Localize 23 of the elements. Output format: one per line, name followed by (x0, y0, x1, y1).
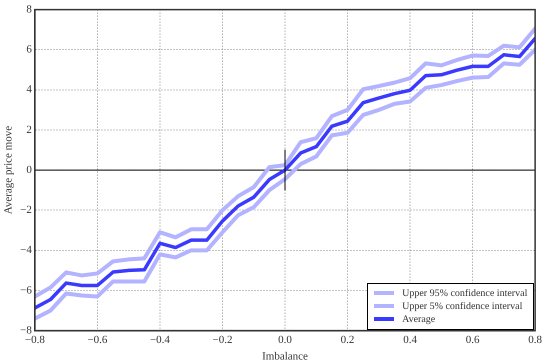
y-tick-label: 4 (26, 84, 32, 96)
x-tick-label: −0.2 (212, 334, 232, 346)
y-tick-label: 8 (26, 3, 32, 16)
x-tick-label: −0.6 (87, 334, 108, 346)
legend-label: Upper 5% confidence interval (402, 300, 522, 312)
x-tick-label: 0.0 (278, 334, 292, 346)
x-axis-title: Imbalance (262, 350, 308, 362)
legend-label: Upper 95% confidence interval (402, 288, 528, 299)
y-tick-label: 0 (26, 164, 32, 176)
x-tick-label: 0.6 (466, 334, 480, 346)
y-tick-label: −6 (20, 284, 32, 296)
y-tick-label: −4 (20, 244, 32, 256)
legend-label: Average (402, 314, 436, 325)
y-tick-label: −2 (20, 204, 32, 216)
y-tick-label: 6 (26, 44, 32, 56)
y-axis-title: Average price move (2, 126, 14, 214)
x-tick-label: 0.8 (528, 334, 542, 346)
x-tick-label: −0.4 (150, 334, 170, 346)
x-tick-label: 0.4 (403, 334, 418, 346)
x-tick-label: 0.2 (340, 334, 354, 346)
x-tick-label: −0.8 (24, 334, 46, 346)
y-tick-label: 2 (26, 124, 32, 136)
y-tick-label: −8 (20, 324, 32, 336)
